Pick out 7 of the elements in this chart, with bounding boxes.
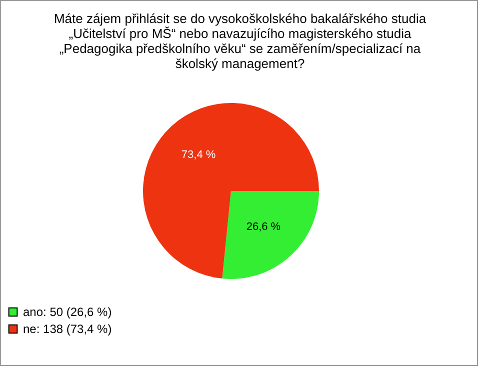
chart-title: Máte zájem přihlásit se do vysokoškolského bakalářského studia „Učitelství pro MŠ“ nebo navazujícího magisterského studia „Pedagogika předškolního věku“ se zaměřením/specializací na školský management? — [54, 11, 427, 71]
data-label: 73,4 % — [181, 149, 216, 162]
pie-slice — [143, 103, 319, 279]
legend-label: ano: 50 (26,6 %) — [23, 305, 112, 319]
data-label: 26,6 % — [246, 220, 281, 233]
pie-slice — [222, 191, 319, 279]
legend-label: ne: 138 (73,4 %) — [23, 322, 112, 336]
